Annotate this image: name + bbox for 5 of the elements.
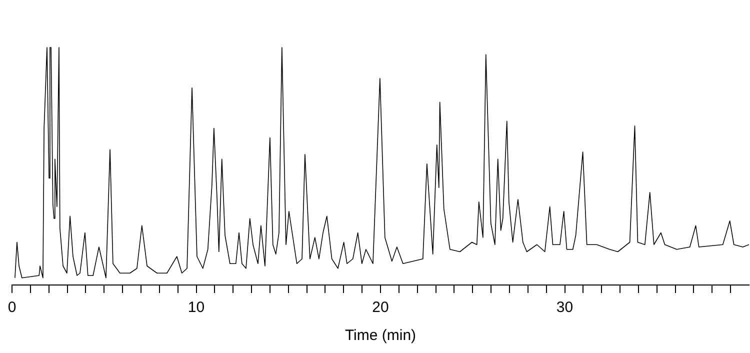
x-tick-label: 30 — [556, 299, 574, 316]
x-axis-title: Time (min) — [344, 327, 416, 344]
x-tick-label: 20 — [372, 299, 389, 316]
x-tick-label: 10 — [188, 299, 205, 316]
x-tick-label: 0 — [8, 299, 16, 316]
